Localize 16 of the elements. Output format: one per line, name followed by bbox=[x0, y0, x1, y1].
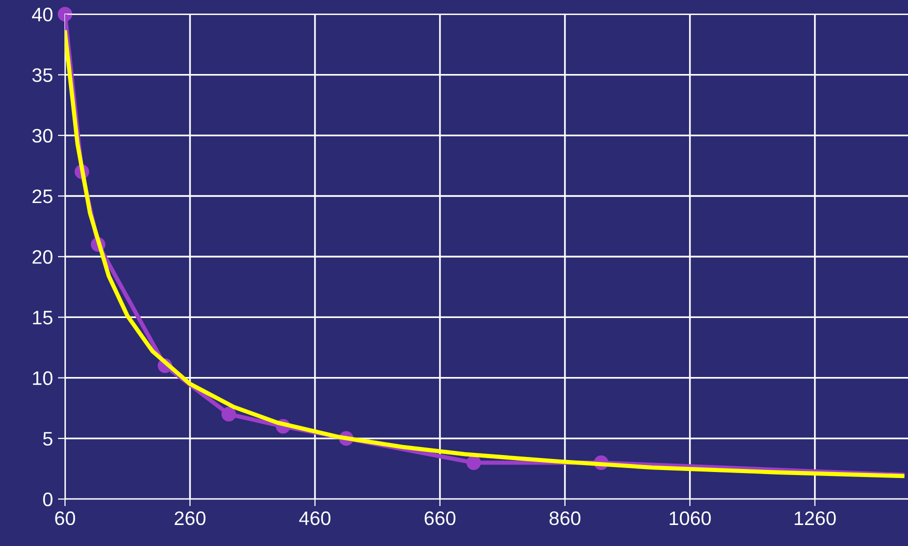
x-tick-label: 60 bbox=[55, 511, 76, 526]
y-tick-label: 30 bbox=[32, 128, 52, 143]
x-tick-label: 260 bbox=[174, 511, 206, 526]
y-tick-label: 40 bbox=[32, 8, 52, 22]
y-tick-label: 10 bbox=[33, 371, 52, 386]
x-tick-label: 460 bbox=[299, 511, 330, 526]
x-tick-label: 1060 bbox=[670, 511, 711, 526]
x-tick-label: 860 bbox=[550, 511, 580, 526]
y-tick-label: 20 bbox=[32, 250, 52, 264]
y-tick-label: 25 bbox=[32, 189, 52, 204]
y-tick-label: 15 bbox=[33, 310, 52, 324]
x-tick-label: 1260 bbox=[794, 511, 836, 526]
x-tick-label: 660 bbox=[424, 511, 456, 526]
y-tick-label: 5 bbox=[43, 432, 52, 446]
y-tick-label: 0 bbox=[43, 492, 52, 506]
y-tick-label: 35 bbox=[32, 68, 52, 82]
